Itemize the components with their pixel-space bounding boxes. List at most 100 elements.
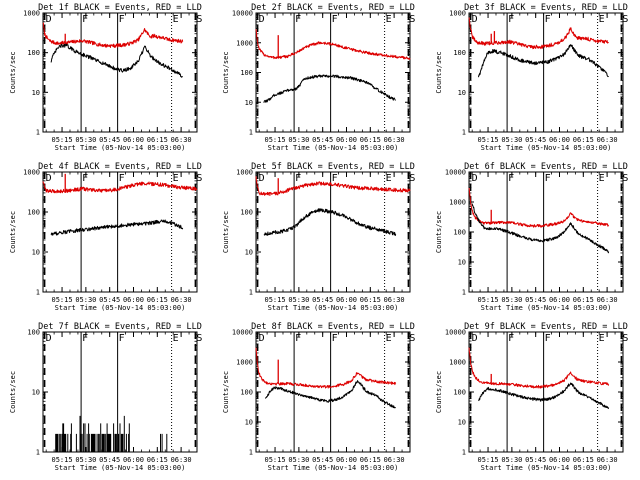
- x-tick-label: 05:30: [501, 456, 522, 464]
- detector-panel-4: Det 4f BLACK = Events, RED = LLD 1 10 100 10…: [9, 162, 202, 312]
- y-tick-label: 100: [27, 329, 40, 337]
- x-tick-label: 06:30: [597, 456, 618, 464]
- y-tick-label: 10: [458, 419, 466, 427]
- detector-panel-3: Det 3f BLACK = Events, RED = LLD 1 10 100 10…: [435, 3, 628, 152]
- lld-series-line: [255, 176, 411, 196]
- event-marker-letter: D: [46, 173, 52, 184]
- x-tick-label: 06:30: [597, 136, 618, 144]
- y-tick-label: 10: [458, 259, 466, 267]
- event-marker-letter: F: [82, 14, 88, 25]
- event-marker-letter: F: [82, 333, 88, 344]
- x-axis-label: Start Time (05-Nov-14 05:03:00): [268, 464, 399, 472]
- event-marker-letter: E: [173, 14, 179, 25]
- x-tick-label: 06:30: [171, 136, 192, 144]
- x-tick-label: 05:30: [501, 136, 522, 144]
- detector-panel-2: Det 2f BLACK = Events, RED = LLD 1 10 100 10…: [222, 3, 415, 152]
- event-marker-letter: F: [119, 333, 125, 344]
- x-tick-label: 06:15: [360, 296, 381, 304]
- y-axis-label: Counts/sec: [222, 371, 230, 413]
- event-marker-letter: F: [508, 14, 514, 25]
- detector-panel-1: Det 1f BLACK = Events, RED = LLD 1 10 100 10…: [9, 3, 202, 152]
- x-tick-label: 05:45: [312, 456, 333, 464]
- events-series-line: [265, 380, 396, 409]
- y-tick-label: 1: [462, 449, 466, 457]
- panel-title: Det 3f BLACK = Events, RED = LLD: [464, 3, 628, 13]
- x-tick-label: 06:30: [597, 296, 618, 304]
- event-marker-letter: D: [472, 173, 478, 184]
- event-marker-letter: D: [259, 173, 265, 184]
- events-series-line: [263, 74, 396, 103]
- x-tick-label: 05:15: [265, 456, 286, 464]
- y-tick-label: 1000: [449, 10, 466, 18]
- y-tick-label: 10: [32, 389, 40, 397]
- panel-title: Det 6f BLACK = Events, RED = LLD: [464, 162, 628, 172]
- y-tick-label: 1000: [449, 199, 466, 207]
- x-tick-label: 06:30: [171, 456, 192, 464]
- plot-frame: [468, 12, 624, 133]
- event-marker-letter: F: [119, 14, 125, 25]
- detector-panel-7: Det 7f BLACK = Events, RED = LLD 1 10 100 05…: [9, 322, 202, 472]
- event-marker-letter: E: [599, 14, 605, 25]
- event-marker-letter: S: [622, 333, 628, 344]
- y-axis-label: Counts/sec: [435, 211, 443, 253]
- x-tick-label: 06:00: [123, 136, 144, 144]
- event-marker-letter: D: [46, 333, 52, 344]
- event-marker-letter: F: [508, 173, 514, 184]
- x-axis-label: Start Time (05-Nov-14 05:03:00): [268, 304, 399, 312]
- x-tick-label: 06:15: [147, 456, 168, 464]
- events-impulse-series: [55, 415, 168, 452]
- detector-panel-9: Det 9f BLACK = Events, RED = LLD 1 10 100 10…: [435, 322, 628, 472]
- y-axis-label: Counts/sec: [9, 371, 17, 413]
- x-tick-label: 05:45: [312, 296, 333, 304]
- x-tick-label: 06:00: [123, 296, 144, 304]
- lld-series-line: [468, 347, 610, 389]
- y-tick-label: 10: [458, 89, 466, 97]
- x-axis-label: Start Time (05-Nov-14 05:03:00): [481, 304, 612, 312]
- event-marker-letter: F: [295, 333, 301, 344]
- x-tick-label: 06:15: [573, 136, 594, 144]
- x-tick-label: 05:45: [99, 456, 120, 464]
- panel-title: Det 2f BLACK = Events, RED = LLD: [251, 3, 415, 13]
- event-marker-letter: E: [599, 173, 605, 184]
- x-tick-label: 06:15: [360, 136, 381, 144]
- x-tick-label: 05:30: [288, 136, 309, 144]
- event-marker-letter: F: [332, 173, 338, 184]
- y-tick-label: 100: [453, 229, 466, 237]
- y-tick-label: 10000: [445, 329, 466, 337]
- y-tick-label: 1000: [449, 359, 466, 367]
- lld-series-line: [42, 181, 198, 194]
- x-tick-label: 05:45: [99, 296, 120, 304]
- x-tick-label: 05:15: [265, 296, 286, 304]
- panel-title: Det 4f BLACK = Events, RED = LLD: [38, 162, 202, 172]
- y-tick-label: 1000: [236, 169, 253, 177]
- x-axis-label: Start Time (05-Nov-14 05:03:00): [268, 144, 399, 152]
- y-tick-label: 10000: [445, 169, 466, 177]
- x-tick-label: 05:45: [525, 296, 546, 304]
- y-tick-label: 1: [249, 289, 253, 297]
- y-tick-label: 1000: [236, 359, 253, 367]
- detector-panel-5: Det 5f BLACK = Events, RED = LLD 1 10 100 10…: [222, 162, 415, 312]
- y-tick-label: 100: [453, 389, 466, 397]
- x-tick-label: 05:30: [75, 456, 96, 464]
- y-tick-label: 1: [462, 289, 466, 297]
- y-tick-label: 10: [245, 99, 253, 107]
- x-tick-label: 06:00: [549, 136, 570, 144]
- x-tick-label: 06:00: [549, 456, 570, 464]
- panel-title: Det 1f BLACK = Events, RED = LLD: [38, 3, 202, 13]
- plot-frame: [255, 331, 411, 453]
- x-axis-label: Start Time (05-Nov-14 05:03:00): [55, 464, 186, 472]
- panel-title: Det 5f BLACK = Events, RED = LLD: [251, 162, 415, 172]
- lld-series-line: [42, 22, 184, 48]
- y-tick-label: 1: [36, 449, 40, 457]
- x-tick-label: 05:15: [478, 136, 499, 144]
- y-tick-label: 100: [453, 49, 466, 57]
- y-tick-label: 10000: [232, 10, 253, 18]
- x-tick-label: 05:15: [52, 136, 73, 144]
- x-tick-label: 05:30: [288, 456, 309, 464]
- y-axis-label: Counts/sec: [9, 51, 17, 93]
- x-tick-label: 06:15: [147, 296, 168, 304]
- panel-title: Det 9f BLACK = Events, RED = LLD: [464, 322, 628, 332]
- y-tick-label: 1000: [236, 39, 253, 47]
- event-marker-letter: S: [409, 14, 415, 25]
